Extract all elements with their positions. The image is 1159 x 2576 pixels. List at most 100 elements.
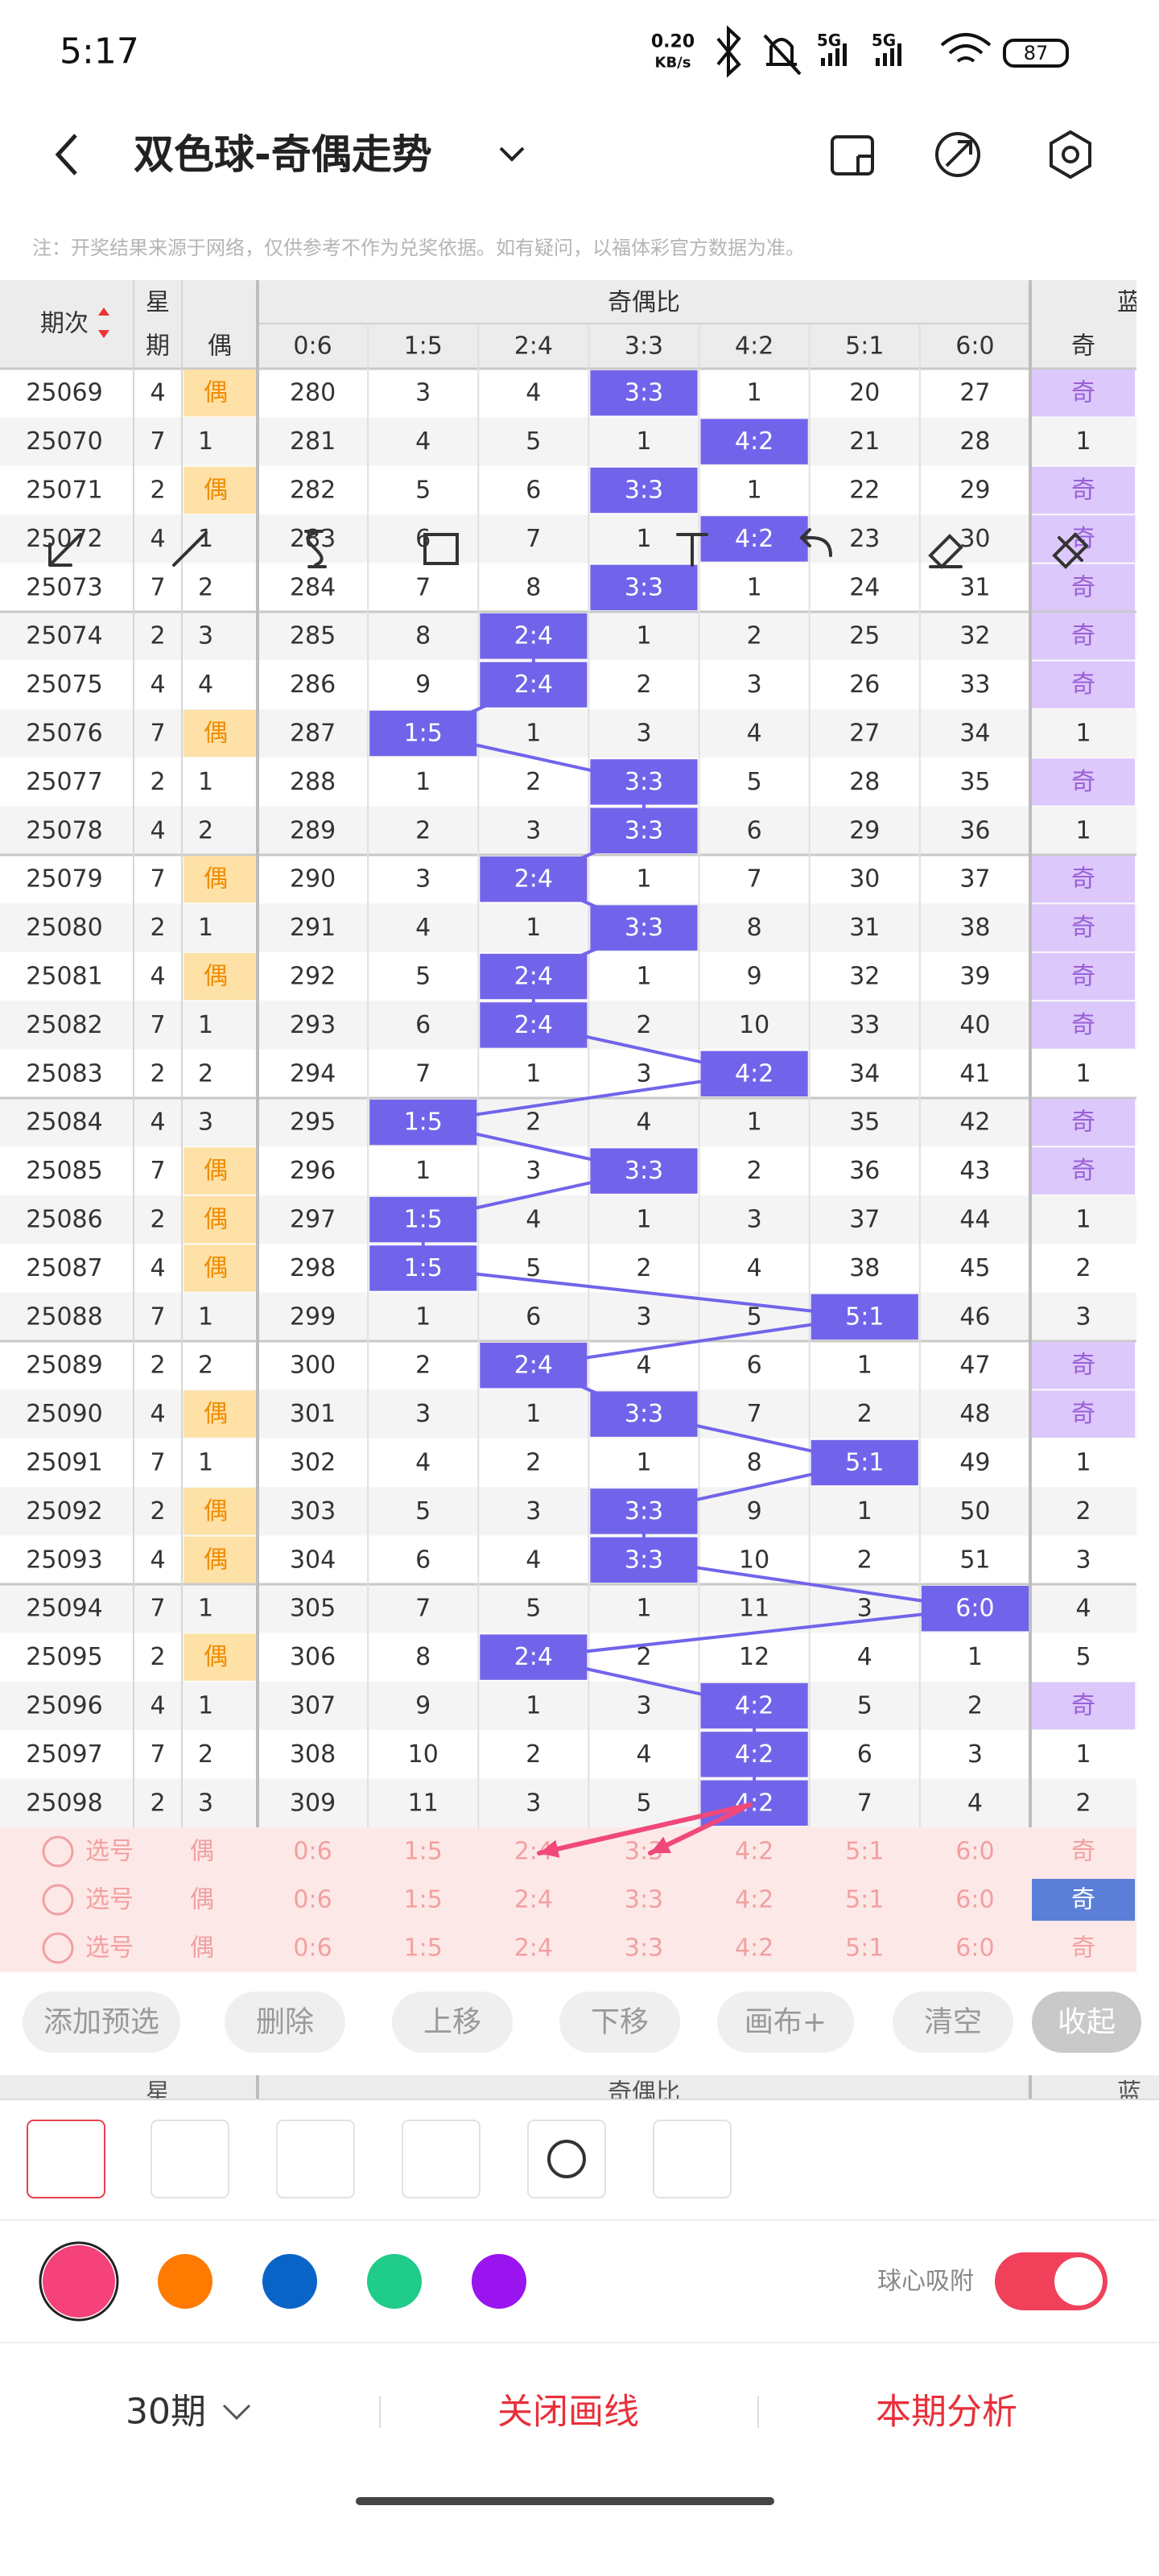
tool-icon[interactable] bbox=[1052, 532, 1089, 569]
pick-radio[interactable] bbox=[42, 1932, 74, 1964]
pick-label[interactable]: 选号 bbox=[85, 1934, 134, 1963]
pick-ratio[interactable]: 6:0 bbox=[955, 1838, 994, 1866]
pick-ratio[interactable]: 2:4 bbox=[514, 1934, 553, 1963]
pick-ratio[interactable]: 1:5 bbox=[404, 1838, 443, 1866]
tool-icon[interactable] bbox=[799, 528, 832, 557]
pick-ratio[interactable]: 4:2 bbox=[735, 1838, 773, 1866]
pick-label[interactable]: 选号 bbox=[85, 1838, 134, 1866]
action-label[interactable]: 添加预选 bbox=[43, 2006, 159, 2039]
tool-icon[interactable] bbox=[423, 533, 459, 565]
tool-frame[interactable] bbox=[276, 2120, 355, 2198]
miss-count: 1 bbox=[857, 1497, 872, 1525]
pick-ratio[interactable]: 3:3 bbox=[625, 1934, 663, 1963]
back-button[interactable] bbox=[55, 134, 77, 175]
col-header[interactable]: 期次 bbox=[40, 310, 89, 338]
action-button[interactable] bbox=[1032, 1992, 1141, 2053]
row-bg bbox=[0, 417, 1136, 466]
share-button[interactable] bbox=[935, 132, 980, 177]
pick-even[interactable]: 偶 bbox=[190, 1838, 214, 1866]
settings-button[interactable] bbox=[1050, 130, 1091, 180]
pick-blue[interactable]: 奇 bbox=[1071, 1934, 1095, 1963]
pick-ratio[interactable]: 5:1 bbox=[845, 1838, 884, 1866]
action-label[interactable]: 下移 bbox=[591, 2006, 649, 2039]
hit-cell bbox=[810, 1439, 918, 1486]
hit-label: 2:4 bbox=[514, 622, 553, 650]
hit-cell bbox=[700, 1051, 808, 1096]
net-speed-unit: KB/s bbox=[655, 55, 691, 72]
color-swatch[interactable] bbox=[43, 2245, 115, 2318]
action-button[interactable] bbox=[559, 1992, 680, 2053]
miss-count: 5 bbox=[415, 1497, 431, 1525]
tool-icon[interactable] bbox=[48, 533, 82, 567]
layout-button[interactable] bbox=[831, 135, 874, 175]
pick-ratio[interactable]: 4:2 bbox=[735, 1934, 773, 1963]
col-header: 偶 bbox=[208, 332, 232, 361]
miss-count: 8 bbox=[415, 1643, 431, 1671]
tool-icon[interactable] bbox=[676, 533, 708, 567]
action-label[interactable]: 删除 bbox=[256, 2006, 314, 2039]
even-count: 1 bbox=[198, 1302, 213, 1331]
row-bg bbox=[0, 1098, 1136, 1147]
pick-radio[interactable] bbox=[42, 1884, 74, 1916]
blue-highlight bbox=[1032, 1147, 1135, 1195]
pick-ratio[interactable]: 0:6 bbox=[293, 1934, 332, 1963]
close-drawing[interactable]: 关闭画线 bbox=[497, 2392, 639, 2433]
hit-label: 5:1 bbox=[845, 1449, 884, 1477]
pick-ratio[interactable]: 1:5 bbox=[404, 1934, 443, 1963]
tool-icon[interactable] bbox=[172, 531, 208, 567]
tool-icon[interactable] bbox=[304, 530, 327, 568]
pick-ratio[interactable]: 0:6 bbox=[293, 1838, 332, 1866]
tool-frame[interactable] bbox=[151, 2120, 229, 2198]
page-title[interactable]: 双色球-奇偶走势 bbox=[134, 131, 432, 178]
pick-even[interactable]: 偶 bbox=[190, 1934, 214, 1963]
hit-cell bbox=[369, 710, 477, 757]
action-button[interactable] bbox=[717, 1992, 854, 2053]
pick-radio[interactable] bbox=[42, 1835, 74, 1868]
pick-blue[interactable]: 奇 bbox=[1071, 1838, 1095, 1866]
color-swatch[interactable] bbox=[367, 2254, 422, 2309]
title-dropdown[interactable] bbox=[499, 147, 525, 162]
tool-frame[interactable] bbox=[653, 2120, 732, 2198]
snap-knob[interactable] bbox=[1054, 2257, 1103, 2306]
pick-ratio[interactable]: 1:5 bbox=[404, 1886, 443, 1914]
period-select[interactable]: 30期 bbox=[126, 2392, 206, 2433]
pick-ratio[interactable]: 5:1 bbox=[845, 1934, 884, 1963]
action-button[interactable] bbox=[23, 1992, 180, 2053]
pick-ratio[interactable]: 6:0 bbox=[955, 1934, 994, 1963]
action-button[interactable] bbox=[392, 1992, 513, 2053]
pick-label[interactable]: 选号 bbox=[85, 1886, 134, 1914]
period-chevron[interactable] bbox=[222, 2404, 251, 2421]
analysis[interactable]: 本期分析 bbox=[876, 2392, 1017, 2433]
pick-blue[interactable]: 奇 bbox=[1071, 1886, 1095, 1914]
issue: 25089 bbox=[26, 1352, 102, 1380]
pick-ratio[interactable]: 4:2 bbox=[735, 1886, 773, 1914]
sort-icon[interactable] bbox=[98, 308, 109, 338]
pick-ratio[interactable]: 5:1 bbox=[845, 1886, 884, 1914]
action-label[interactable]: 上移 bbox=[423, 2006, 481, 2039]
pick-ratio[interactable]: 3:3 bbox=[625, 1886, 663, 1914]
miss-count: 1 bbox=[526, 1400, 541, 1428]
action-label[interactable]: 清空 bbox=[924, 2006, 982, 2039]
miss-count: 5 bbox=[415, 963, 431, 991]
pick-ratio[interactable]: 2:4 bbox=[514, 1886, 553, 1914]
color-swatch[interactable] bbox=[262, 2254, 317, 2309]
miss-count: 290 bbox=[290, 865, 336, 894]
tool-icon[interactable] bbox=[547, 2140, 586, 2178]
pick-ratio[interactable]: 0:6 bbox=[293, 1886, 332, 1914]
action-button[interactable] bbox=[893, 1992, 1013, 2053]
miss-count: 33 bbox=[959, 671, 990, 699]
pick-ratio[interactable]: 6:0 bbox=[955, 1886, 994, 1914]
tool-frame[interactable] bbox=[27, 2120, 105, 2198]
color-swatch[interactable] bbox=[472, 2254, 526, 2309]
issue: 25091 bbox=[26, 1449, 102, 1477]
tool-frame[interactable] bbox=[402, 2120, 481, 2198]
tool-frame[interactable] bbox=[527, 2120, 606, 2198]
pick-even[interactable]: 偶 bbox=[190, 1886, 214, 1914]
action-label[interactable]: 画布+ bbox=[744, 2006, 827, 2039]
color-swatch[interactable] bbox=[158, 2254, 212, 2309]
tool-icon[interactable] bbox=[928, 534, 963, 569]
action-button[interactable] bbox=[225, 1992, 345, 2053]
action-label[interactable]: 收起 bbox=[1058, 2006, 1116, 2039]
blue-cell: 奇 bbox=[1071, 1011, 1095, 1039]
miss-count: 30 bbox=[849, 865, 880, 894]
